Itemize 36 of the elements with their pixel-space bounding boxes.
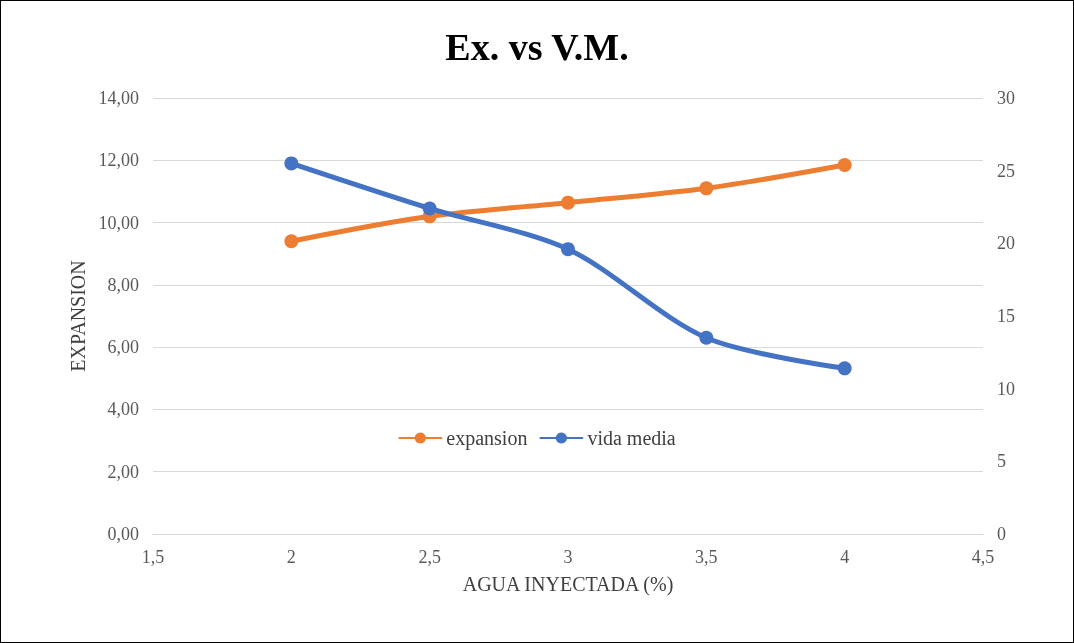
x-tick-label: 4 (840, 547, 850, 567)
x-tick-label: 2,5 (418, 547, 441, 567)
y2-tick-label: 20 (997, 233, 1015, 254)
x-tick-label: 1,5 (141, 547, 165, 567)
x-tick-label: 4,5 (971, 547, 995, 567)
x-axis-title: AGUA INYECTADA (%) (462, 573, 674, 596)
y-axis-title: EXPANSION (66, 260, 89, 372)
x-tick-label: 3 (563, 547, 573, 567)
legend-label: vida media (587, 427, 676, 449)
y-tick-label: 4,00 (107, 399, 139, 420)
y-tick-label: 14,00 (98, 88, 139, 108)
y-tick-label: 0,00 (107, 524, 139, 544)
point (422, 201, 437, 216)
x-tick-label: 2 (286, 547, 296, 567)
y2-tick-label: 0 (997, 524, 1006, 544)
y-tick-label: 2,00 (107, 461, 139, 482)
y-tick-label: 6,00 (107, 337, 139, 358)
point (284, 156, 299, 171)
point (561, 195, 575, 210)
y-tick-label: 8,00 (107, 274, 139, 295)
y2-tick-label: 25 (997, 160, 1015, 181)
x-tick-label: 3,5 (695, 547, 718, 567)
point (699, 181, 714, 196)
y2-tick-label: 15 (997, 306, 1015, 326)
point (284, 234, 299, 249)
y-tick-label: 10,00 (98, 212, 139, 233)
point (699, 330, 714, 345)
point (837, 361, 852, 376)
point (561, 242, 575, 257)
y2-tick-label: 5 (997, 451, 1006, 472)
y2-tick-label: 10 (997, 378, 1015, 399)
point (837, 157, 852, 172)
y-tick-label: 12,00 (98, 150, 139, 171)
y2-tick-label: 30 (997, 88, 1015, 108)
chart-title: Ex. vs V.M. (445, 26, 629, 68)
legend-label: expansion (446, 427, 528, 450)
